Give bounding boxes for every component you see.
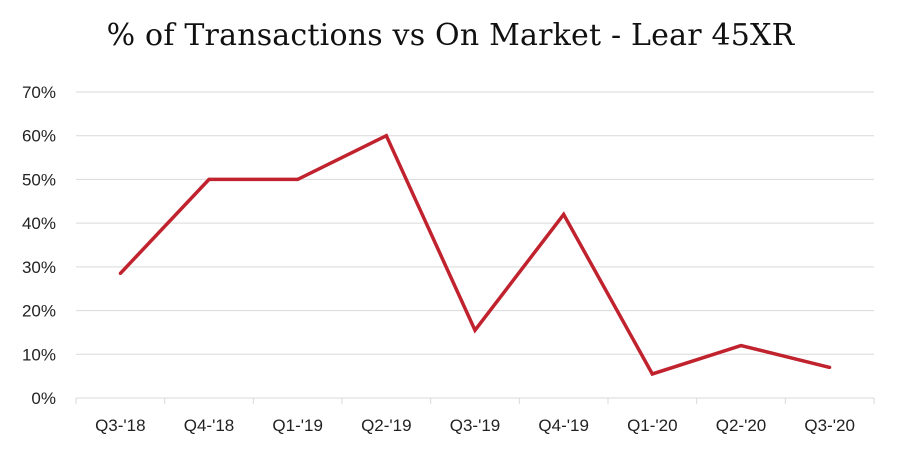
series-line — [119, 133, 831, 377]
data-point — [118, 271, 122, 276]
x-tick-label: Q3-'18 — [95, 416, 146, 435]
y-tick-label: 40% — [22, 214, 56, 233]
x-tick-label: Q2-'19 — [361, 416, 412, 435]
x-tick-label: Q1-'19 — [272, 416, 323, 435]
data-point — [207, 177, 211, 182]
data-point — [384, 134, 388, 138]
x-axis-tick-labels: Q3-'18 Q4-'18 Q1-'19 Q2-'19 Q3-'19 Q4-'19 Q1-'… — [95, 416, 855, 435]
y-tick-label: 10% — [22, 345, 56, 364]
x-tick-label: Q1-'20 — [627, 416, 678, 435]
data-point — [828, 365, 832, 369]
y-tick-label: 20% — [22, 302, 56, 321]
x-tick-label: Q3-'20 — [804, 416, 855, 435]
chart-title: % of Transactions vs On Market - Lear 45… — [106, 18, 795, 53]
x-tick-label: Q4-'19 — [538, 416, 589, 435]
y-tick-label: 60% — [22, 127, 56, 146]
data-point — [296, 177, 300, 182]
y-axis-tick-labels: 0% 10% 20% 30% 40% 50% 60% 70% — [22, 83, 56, 408]
y-tick-label: 70% — [22, 83, 56, 102]
y-tick-label: 0% — [31, 389, 56, 408]
x-axis — [75, 397, 875, 404]
gridlines — [76, 91, 874, 355]
y-tick-label: 30% — [22, 258, 56, 277]
data-point — [473, 328, 477, 332]
series-layer — [118, 133, 832, 377]
x-tick-label: Q2-'20 — [716, 416, 767, 435]
data-point — [650, 372, 654, 376]
x-tick-label: Q4-'18 — [184, 416, 235, 435]
y-tick-label: 50% — [22, 170, 56, 189]
x-tick-label: Q3-'19 — [450, 416, 501, 435]
data-point — [739, 343, 743, 348]
data-point — [562, 212, 566, 216]
